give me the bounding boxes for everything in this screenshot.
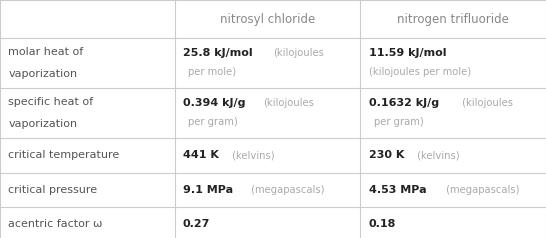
Text: nitrogen trifluoride: nitrogen trifluoride [397,13,509,25]
Text: per mole): per mole) [188,67,236,77]
Text: (kelvins): (kelvins) [414,150,460,160]
Text: per gram): per gram) [188,117,238,127]
Text: 441 K: 441 K [183,150,219,160]
Text: 25.8 kJ/mol: 25.8 kJ/mol [183,48,253,58]
Text: 0.18: 0.18 [369,219,396,229]
Text: per gram): per gram) [374,117,424,127]
Text: acentric factor ω: acentric factor ω [8,219,103,229]
Text: molar heat of: molar heat of [8,47,84,57]
Text: (kilojoules: (kilojoules [459,98,513,108]
Text: 0.1632 kJ/g: 0.1632 kJ/g [369,98,438,108]
Text: vaporization: vaporization [8,69,78,79]
Text: 11.59 kJ/mol: 11.59 kJ/mol [369,48,446,58]
Text: critical temperature: critical temperature [8,150,120,160]
Text: 0.394 kJ/g: 0.394 kJ/g [183,98,245,108]
Text: vaporization: vaporization [8,119,78,129]
Text: (kilojoules per mole): (kilojoules per mole) [369,67,471,77]
Text: 230 K: 230 K [369,150,404,160]
Text: 4.53 MPa: 4.53 MPa [369,185,426,195]
Text: nitrosyl chloride: nitrosyl chloride [220,13,315,25]
Text: (kelvins): (kelvins) [229,150,275,160]
Text: (megapascals): (megapascals) [443,185,519,195]
Text: (kilojoules: (kilojoules [264,98,314,108]
Text: specific heat of: specific heat of [8,97,93,107]
Text: (megapascals): (megapascals) [247,185,324,195]
Text: (kilojoules: (kilojoules [273,48,324,58]
Text: 9.1 MPa: 9.1 MPa [183,185,233,195]
Text: critical pressure: critical pressure [8,185,97,195]
Text: 0.27: 0.27 [183,219,210,229]
